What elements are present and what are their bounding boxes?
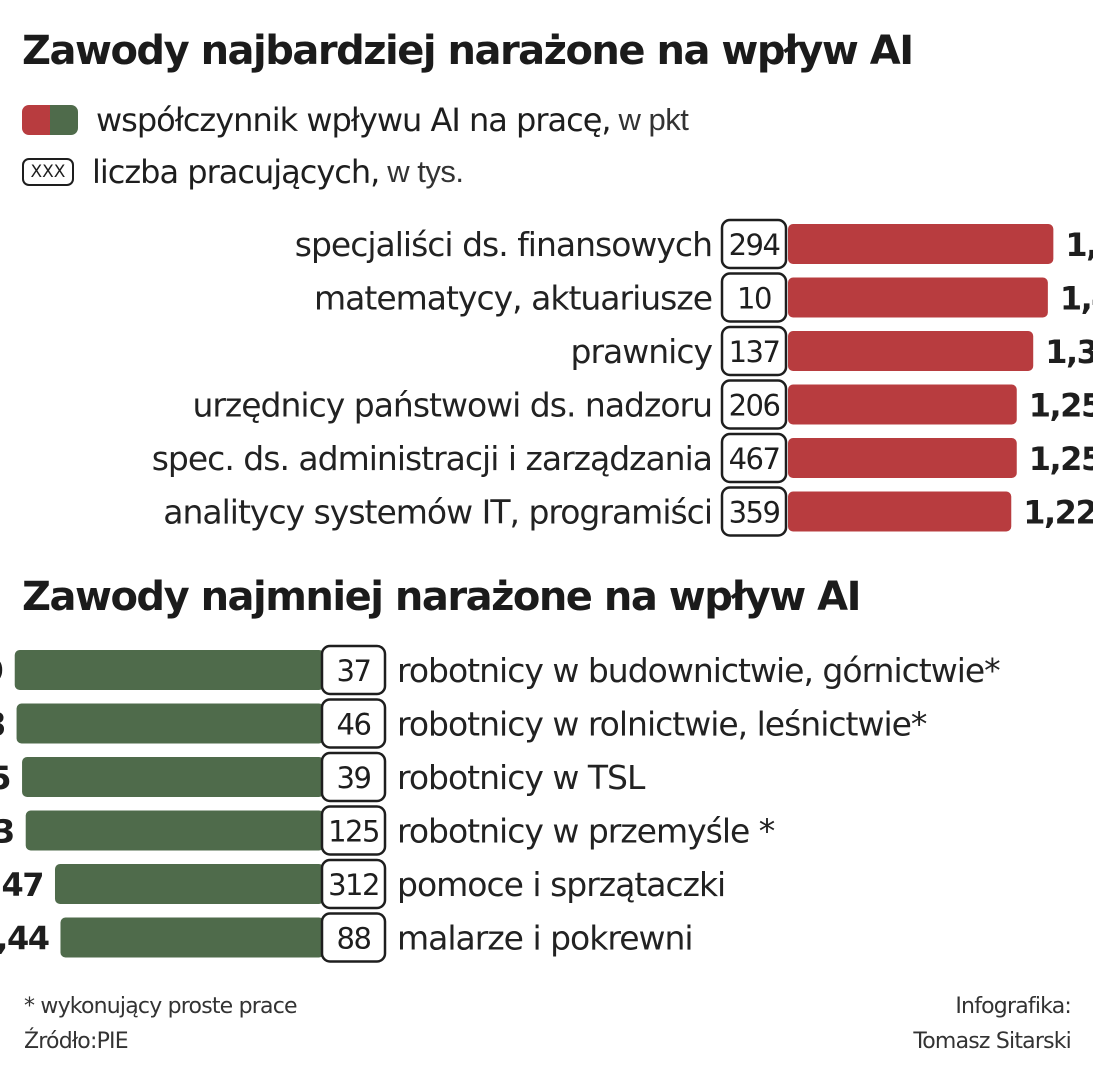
value-label-top-4: 1,25 <box>1029 387 1093 425</box>
employment-count-top-2: 10 <box>737 282 771 316</box>
value-label-top-2: 1,42 <box>1060 280 1093 318</box>
employment-count-top-3: 137 <box>729 335 780 369</box>
bar-negative-2 <box>16 703 325 744</box>
employment-box-top-5 <box>720 432 788 484</box>
value-label-bottom-4: -1,63 <box>0 813 14 851</box>
legend-coefficient-unit: w pkt <box>618 102 689 137</box>
value-label-bottom-1: -1,69 <box>0 652 3 690</box>
value-label-top-3: 1,34 <box>1045 333 1093 371</box>
legend-employment-label: liczba pracujących, <box>92 153 380 191</box>
bar-negative-1 <box>14 650 324 690</box>
bar-negative-5 <box>54 864 325 904</box>
legend-employment: XXX liczba pracujących, w tys. <box>22 152 464 192</box>
employment-count-bottom-6: 88 <box>337 922 371 956</box>
legend-coefficient-label: współczynnik wpływu AI na pracę, <box>96 101 612 139</box>
employment-box-bottom-3 <box>320 751 387 803</box>
category-label-bottom-6: malarze i pokrewni <box>397 919 693 958</box>
employment-box-bottom-2 <box>320 698 387 749</box>
employment-count-bottom-3: 39 <box>337 761 371 795</box>
employment-box-top-4 <box>720 379 788 430</box>
bar-positive-5 <box>788 438 1017 478</box>
value-label-bottom-5: -1,47 <box>0 866 43 904</box>
employment-count-top-4: 206 <box>729 389 780 423</box>
bar-positive-6 <box>788 491 1012 532</box>
category-label-top-6: analitycy systemów IT, programiści <box>163 493 712 532</box>
bar-positive-1 <box>788 224 1054 264</box>
employment-count-top-1: 294 <box>729 228 780 262</box>
employment-box-bottom-4 <box>320 805 387 856</box>
value-label-bottom-6: -1,44 <box>0 920 49 958</box>
legend-employment-unit: w tys. <box>387 154 464 189</box>
category-label-bottom-2: robotnicy w rolnictwie, leśnictwie* <box>397 705 927 744</box>
bar-positive-4 <box>788 384 1017 425</box>
credit-name: Tomasz Sitarski <box>913 1029 1071 1054</box>
category-label-top-1: specjaliści ds. finansowych <box>295 225 712 264</box>
bar-positive-2 <box>788 277 1048 318</box>
category-label-top-2: matematycy, aktuariusze <box>314 279 712 318</box>
chart-title-least-exposed: Zawody najmniej narażone na wpływ AI <box>22 574 861 620</box>
bar-positive-3 <box>788 331 1034 371</box>
footnote: * wykonujący proste prace <box>24 994 298 1019</box>
employment-count-bottom-2: 46 <box>337 708 371 742</box>
category-label-bottom-4: robotnicy w przemyśle * <box>397 812 775 851</box>
employment-box-top-3 <box>720 325 788 377</box>
employment-count-bottom-1: 37 <box>337 654 371 688</box>
employment-box-bottom-6 <box>320 912 387 963</box>
bar-negative-6 <box>60 917 324 958</box>
employment-box-top-2 <box>720 272 788 323</box>
legend-coefficient-swatch <box>22 105 78 135</box>
employment-box-bottom-5 <box>320 858 387 910</box>
category-label-bottom-5: pomoce i sprzątaczki <box>397 865 725 904</box>
bar-negative-4 <box>25 810 325 851</box>
bar-negative-3 <box>22 757 325 797</box>
legend-employment-swatch: XXX <box>22 158 74 186</box>
source-note: Źródło:PIE <box>24 1029 129 1054</box>
category-label-bottom-1: robotnicy w budownictwie, górnictwie* <box>397 651 1000 690</box>
employment-count-top-6: 359 <box>729 496 780 530</box>
value-label-bottom-3: -1,65 <box>0 759 10 797</box>
credit-label: Infografika: <box>955 994 1071 1019</box>
employment-count-bottom-4: 125 <box>328 815 379 849</box>
category-label-top-5: spec. ds. administracji i zarządzania <box>152 439 712 478</box>
category-label-top-4: urzędnicy państwowi ds. nadzoru <box>192 386 712 425</box>
employment-count-top-5: 467 <box>729 442 780 476</box>
employment-box-bottom-1 <box>320 644 387 696</box>
employment-box-top-6 <box>720 486 788 537</box>
chart-title-most-exposed: Zawody najbardziej narażone na wpływ AI <box>22 28 914 74</box>
employment-count-bottom-5: 312 <box>328 868 379 902</box>
value-label-bottom-2: -1,68 <box>0 706 5 744</box>
category-label-top-3: prawnicy <box>571 332 713 371</box>
legend-coefficient: współczynnik wpływu AI na pracę, w pkt <box>22 100 689 140</box>
value-label-top-1: 1,45 <box>1065 226 1093 264</box>
value-label-top-6: 1,22 <box>1023 494 1093 532</box>
employment-box-top-1 <box>720 218 788 270</box>
value-label-top-5: 1,25 <box>1029 440 1093 478</box>
category-label-bottom-3: robotnicy w TSL <box>397 758 646 797</box>
